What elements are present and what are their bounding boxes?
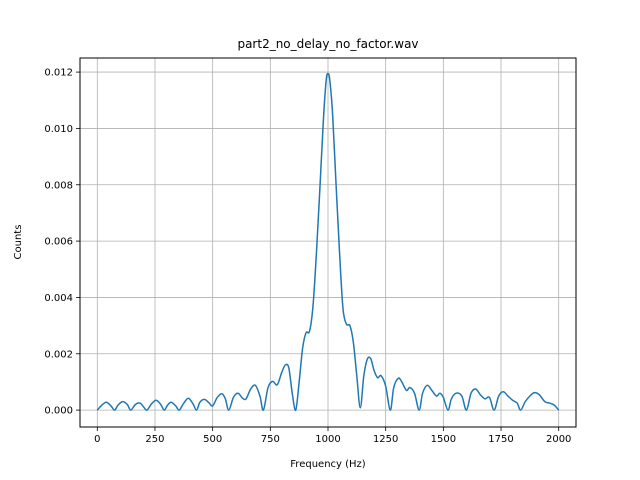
x-tick-label: 750 xyxy=(261,434,280,445)
x-tick-label: 500 xyxy=(203,434,222,445)
grid xyxy=(80,58,576,427)
plot-area xyxy=(96,72,560,411)
x-tick-label: 1500 xyxy=(431,434,456,445)
y-tick-label: 0.004 xyxy=(44,293,73,304)
x-axis: 0 250 500 750 1000 1250 1500 1750 2000 xyxy=(94,427,571,445)
y-axis: 0.000 0.002 0.004 0.006 0.008 0.010 0.012 xyxy=(44,68,80,417)
x-tick-label: 1250 xyxy=(373,434,398,445)
x-tick-label: 250 xyxy=(145,434,164,445)
y-tick-label: 0.000 xyxy=(44,406,73,417)
x-tick-label: 0 xyxy=(94,434,100,445)
x-tick-label: 2000 xyxy=(546,434,571,445)
y-tick-label: 0.006 xyxy=(44,237,73,248)
y-tick-label: 0.008 xyxy=(44,180,73,191)
x-tick-label: 1000 xyxy=(315,434,340,445)
y-axis-label: Counts xyxy=(13,225,24,260)
series-line xyxy=(96,72,560,411)
y-tick-label: 0.012 xyxy=(44,68,73,79)
y-tick-label: 0.002 xyxy=(44,349,73,360)
y-tick-label: 0.010 xyxy=(44,124,73,135)
x-tick-label: 1750 xyxy=(488,434,513,445)
x-axis-label: Frequency (Hz) xyxy=(290,459,366,470)
chart-title: part2_no_delay_no_factor.wav xyxy=(237,37,418,51)
